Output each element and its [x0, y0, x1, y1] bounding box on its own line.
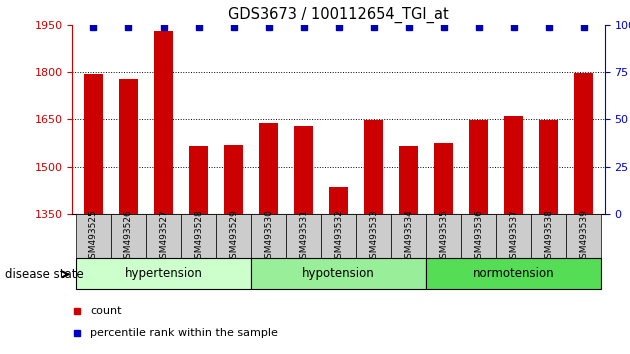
Text: GSM493527: GSM493527	[159, 209, 168, 264]
Bar	[391, 214, 426, 258]
Bar	[461, 214, 496, 258]
Bar	[259, 123, 278, 214]
Bar	[364, 120, 383, 214]
Bar	[504, 116, 524, 214]
Bar	[574, 73, 593, 214]
Bar	[434, 143, 454, 214]
Text: hypertension: hypertension	[125, 267, 202, 280]
Bar	[84, 74, 103, 214]
Bar	[356, 214, 391, 258]
Bar	[146, 214, 181, 258]
Bar	[294, 126, 313, 214]
Text: GSM493529: GSM493529	[229, 209, 238, 264]
Bar	[181, 214, 216, 258]
Bar	[76, 258, 251, 289]
Bar	[111, 214, 146, 258]
Bar	[216, 214, 251, 258]
Bar	[251, 258, 426, 289]
Text: GSM493536: GSM493536	[474, 209, 483, 264]
Text: GSM493525: GSM493525	[89, 209, 98, 264]
Text: count: count	[90, 306, 122, 316]
Bar	[496, 214, 531, 258]
Text: GSM493533: GSM493533	[369, 209, 378, 264]
Bar	[531, 214, 566, 258]
Text: normotension: normotension	[473, 267, 554, 280]
Text: GSM493539: GSM493539	[580, 209, 588, 264]
Bar	[224, 145, 243, 214]
Bar	[426, 214, 461, 258]
Text: GSM493531: GSM493531	[299, 209, 308, 264]
Title: GDS3673 / 100112654_TGI_at: GDS3673 / 100112654_TGI_at	[228, 7, 449, 23]
Text: GSM493526: GSM493526	[124, 209, 133, 264]
Bar	[251, 214, 286, 258]
Text: percentile rank within the sample: percentile rank within the sample	[90, 328, 278, 338]
Bar	[76, 214, 111, 258]
Bar	[286, 214, 321, 258]
Bar	[399, 146, 418, 214]
Text: GSM493530: GSM493530	[264, 209, 273, 264]
Text: GSM493532: GSM493532	[334, 209, 343, 264]
Bar	[426, 258, 601, 289]
Bar	[321, 214, 356, 258]
Bar	[329, 187, 348, 214]
Bar	[469, 120, 488, 214]
Bar	[189, 146, 208, 214]
Text: GSM493535: GSM493535	[439, 209, 448, 264]
Text: GSM493528: GSM493528	[194, 209, 203, 264]
Bar	[539, 120, 558, 214]
Bar	[119, 79, 138, 214]
Text: hypotension: hypotension	[302, 267, 375, 280]
Text: GSM493537: GSM493537	[509, 209, 518, 264]
Text: disease state: disease state	[5, 268, 84, 281]
Bar	[566, 214, 601, 258]
Text: GSM493534: GSM493534	[404, 209, 413, 264]
Bar	[154, 31, 173, 214]
Text: GSM493538: GSM493538	[544, 209, 553, 264]
